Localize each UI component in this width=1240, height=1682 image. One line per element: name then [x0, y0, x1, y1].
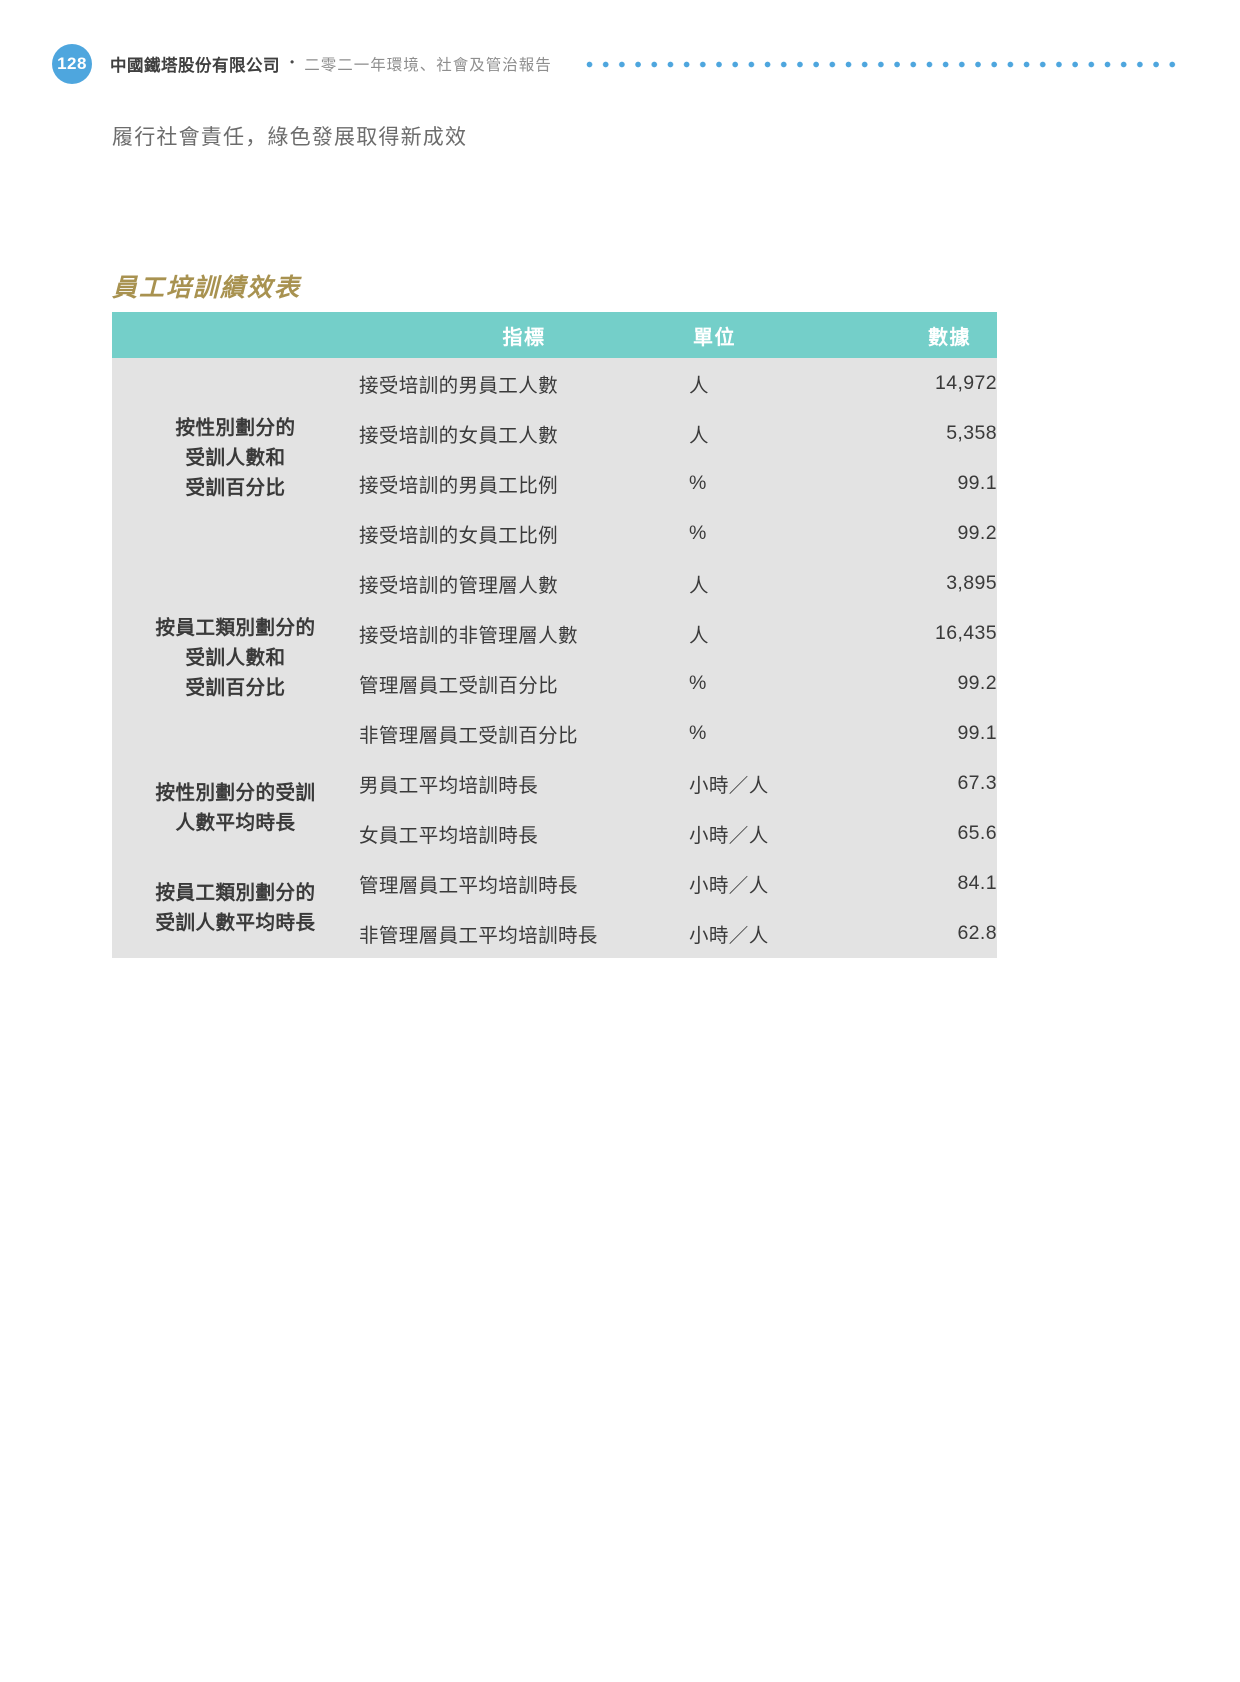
row-group-label-line: 按員工類別劃分的 — [155, 881, 316, 904]
row-group-label-line: 受訓人數和 — [185, 446, 286, 469]
cell-indicator: 非管理層員工受訓百分比 — [359, 708, 689, 758]
table-row: 女員工平均培訓時長 小時／人 65.6 — [112, 808, 997, 858]
header-report-title: 二零二一年環境、社會及管治報告 — [304, 57, 552, 74]
cell-unit: 小時／人 — [689, 908, 811, 958]
table-header: 指標 單位 數據 — [112, 312, 997, 358]
cell-indicator: 接受培訓的女員工人數 — [359, 408, 689, 458]
table-row: 按性別劃分的 受訓人數和 受訓百分比 接受培訓的男員工人數人 14,972 — [112, 358, 997, 558]
cell-value: 3,895 — [811, 558, 997, 608]
row-group-label: 按性別劃分的 受訓人數和受訓百分比 — [112, 358, 359, 558]
cell-value: 65.6 — [811, 808, 997, 858]
cell-unit: % — [689, 458, 811, 508]
table-body: 按性別劃分的 受訓人數和 受訓百分比 接受培訓的男員工人數人 14,972 接受培訓的女員… — [112, 358, 997, 958]
cell-indicator: 管理層員工受訓百分比 — [359, 658, 689, 708]
row-group-label-line: 按員工類別劃分的 — [155, 616, 316, 639]
cell-value: 99.1 — [811, 458, 997, 508]
cell-value: 99.2 — [811, 658, 997, 708]
column-header-unit: 單位 — [689, 312, 811, 358]
section-title: 員工培訓績效表 — [112, 274, 302, 302]
cell-unit: 小時／人 — [689, 758, 811, 808]
cell-indicator: 男員工平均培訓時長 — [359, 758, 689, 808]
header-separator-bullet: • — [290, 55, 295, 69]
cell-unit: % — [689, 708, 811, 758]
header-company-name: 中國鐵塔股份有限公司 — [110, 57, 280, 75]
cell-unit: % — [689, 658, 811, 708]
table-row: 接受培訓的男員工比例% 99.1 — [112, 458, 997, 508]
cell-indicator: 女員工平均培訓時長 — [359, 808, 689, 858]
page-number-badge: 128 — [52, 44, 92, 84]
table-header-row: 指標 單位 數據 — [112, 312, 997, 358]
cell-indicator: 接受培訓的管理層人數 — [359, 558, 689, 608]
cell-indicator: 接受培訓的非管理層人數 — [359, 608, 689, 658]
running-title: 履行社會責任，綠色發展取得新成效 — [112, 126, 468, 149]
row-group-label: 按員工類別劃分的 受訓人數平均時長 — [112, 858, 359, 958]
cell-unit: 人 — [689, 608, 811, 658]
cell-value: 62.8 — [811, 908, 997, 958]
table-row: 接受培訓的女員工比例% 99.2 — [112, 508, 997, 558]
table-row: 非管理層員工平均培訓時長 小時／人 62.8 — [112, 908, 997, 958]
cell-unit: 人 — [689, 408, 811, 458]
column-header-indicator: 指標 — [359, 312, 689, 358]
table-row: 非管理層員工受訓百分比% 99.1 — [112, 708, 997, 758]
table-row: 接受培訓的女員工人數人 5,358 — [112, 408, 997, 458]
cell-unit: 人 — [689, 558, 811, 608]
table-row: 接受培訓的非管理層人數人 16,435 — [112, 608, 997, 658]
column-header-value: 數據 — [811, 312, 997, 358]
header-dotted-rule — [585, 60, 1184, 68]
row-group-label-line: 受訓人數和 — [185, 646, 286, 669]
row-group-label-line: 受訓人數平均時長 — [155, 912, 316, 934]
cell-value: 14,972 — [811, 358, 997, 408]
row-group-label-line: 受訓百分比 — [185, 677, 286, 700]
cell-unit: 人 — [689, 358, 811, 408]
table-row: 按性別劃分的受訓 人數平均時長 男員工平均培訓時長 小時／人 67.3 — [112, 758, 997, 858]
cell-value: 84.1 — [811, 858, 997, 908]
employee-training-performance-table: 指標 單位 數據 按性別劃分的 受訓人數和 受訓百分比 接受培訓的男員工人數人 14,9… — [112, 312, 997, 958]
cell-value: 99.1 — [811, 708, 997, 758]
row-group-label-line: 受訓百分比 — [185, 477, 286, 500]
cell-indicator: 管理層員工平均培訓時長 — [359, 858, 689, 908]
row-group-label-line: 人數平均時長 — [175, 812, 296, 834]
cell-value: 5,358 — [811, 408, 997, 458]
cell-indicator: 非管理層員工平均培訓時長 — [359, 908, 689, 958]
cell-unit: 小時／人 — [689, 808, 811, 858]
page-header: 128 中國鐵塔股份有限公司 • 二零二一年環境、社會及管治報告 — [0, 44, 1240, 84]
cell-value: 16,435 — [811, 608, 997, 658]
row-group-label: 按性別劃分的受訓 人數平均時長 — [112, 758, 359, 858]
cell-indicator: 接受培訓的男員工比例 — [359, 458, 689, 508]
row-group-label: 按員工類別劃分的 受訓人數和受訓百分比 — [112, 558, 359, 758]
cell-unit: 小時／人 — [689, 858, 811, 908]
table-row: 管理層員工受訓百分比% 99.2 — [112, 658, 997, 708]
cell-unit: % — [689, 508, 811, 558]
column-header-group — [112, 312, 359, 358]
cell-indicator: 接受培訓的男員工人數 — [359, 358, 689, 408]
cell-value: 67.3 — [811, 758, 997, 808]
row-group-label-line: 按性別劃分的 — [175, 416, 296, 439]
cell-indicator: 接受培訓的女員工比例 — [359, 508, 689, 558]
cell-value: 99.2 — [811, 508, 997, 558]
table-row: 按員工類別劃分的 受訓人數平均時長 管理層員工平均培訓時長 小時／人 84.1 — [112, 858, 997, 958]
row-group-label-line: 按性別劃分的受訓 — [155, 781, 316, 804]
table-row: 按員工類別劃分的 受訓人數和 受訓百分比 接受培訓的管理層人數人 3,895 — [112, 558, 997, 758]
